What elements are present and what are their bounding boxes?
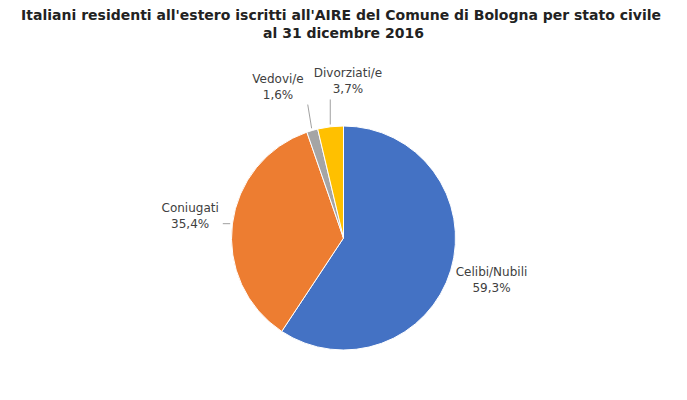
- label-category: Divorziati/e: [314, 66, 382, 80]
- chart: Italiani residenti all'estero iscritti a…: [0, 0, 687, 400]
- leader-line: [330, 99, 331, 124]
- label-value: 3,7%: [333, 82, 364, 96]
- leader-line: [223, 223, 230, 224]
- labels: Celibi/Nubili 59,3% Coniugati 35,4% Vedovi/e…: [162, 66, 528, 294]
- title: Italiani residenti all'estero iscritti a…: [21, 7, 666, 41]
- leader-lines: [223, 99, 330, 223]
- label-value: 35,4%: [171, 217, 209, 231]
- pie: Celibi/Nubili 59,3% Coniugati 35,4% Vedovi/e…: [162, 66, 528, 350]
- label-value: 59,3%: [472, 281, 510, 295]
- label-value: 1,6%: [263, 88, 294, 102]
- pie-slice: [318, 126, 344, 238]
- slices: [232, 126, 456, 350]
- label-category: Vedovi/e: [252, 72, 303, 86]
- label-category: Coniugati: [162, 201, 219, 215]
- slice-label: Coniugati 35,4%: [162, 201, 219, 231]
- slice-label: Divorziati/e 3,7%: [314, 66, 382, 96]
- label-category: Celibi/Nubili: [456, 265, 528, 279]
- slice-label: Vedovi/e 1,6%: [252, 72, 303, 102]
- leader-line: [308, 105, 312, 129]
- title-line: Italiani residenti all'estero iscritti a…: [21, 7, 666, 23]
- slice-label: Celibi/Nubili 59,3%: [456, 265, 528, 295]
- title-line: al 31 dicembre 2016: [263, 25, 424, 41]
